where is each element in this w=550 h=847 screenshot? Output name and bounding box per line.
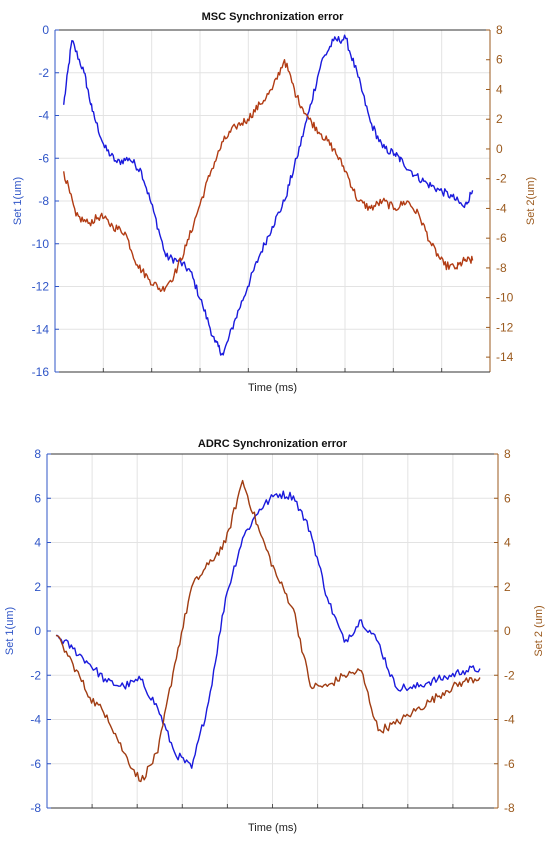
chart-2: 8 6 4 2 0 -2 -4 -6 -8 8 6 4 2 0 -2 -4 -6 -8 ADRC Synchroni… — [4, 438, 545, 834]
left-tick-label: 0 — [34, 624, 41, 638]
right-tick-label: 6 — [504, 491, 511, 505]
left-tick-label: -10 — [32, 237, 50, 251]
right-tick-label: 8 — [504, 447, 511, 461]
left-tick-label: 2 — [34, 580, 41, 594]
right-tick-label: -2 — [504, 668, 515, 682]
right-tick-label: -10 — [496, 291, 514, 305]
left-tick-label: -2 — [30, 668, 41, 682]
left-tick-label: 4 — [34, 536, 41, 550]
right-y-axis-label: Set 2(um) — [525, 177, 537, 225]
left-tick-label: -6 — [30, 757, 41, 771]
series-line-set-2 — [55, 479, 481, 783]
right-y-axis-label: Set 2 (um) — [533, 605, 545, 656]
left-tick-label: 8 — [34, 447, 41, 461]
right-tick-label: -6 — [504, 757, 515, 771]
x-axis-label: Time (ms) — [248, 822, 297, 834]
right-tick-label: -12 — [496, 320, 514, 334]
left-tick-label: -14 — [32, 322, 50, 336]
chart-1: 0 -2 -4 -6 -8 -10 -12 -14 -16 8 6 4 2 0 -2 -4 -6 -8 -10 -12… — [12, 11, 537, 394]
left-tick-label: -8 — [30, 801, 41, 815]
left-tick-label: 6 — [34, 491, 41, 505]
right-tick-label: 4 — [496, 82, 503, 96]
right-tick-label: -2 — [496, 172, 507, 186]
left-tick-label: -8 — [38, 194, 49, 208]
series-line-set-1 — [55, 490, 481, 769]
left-tick-label: -16 — [32, 365, 50, 379]
chart-title: ADRC Synchronization error — [198, 438, 348, 450]
chart-title: MSC Synchronization error — [202, 11, 345, 23]
right-tick-label: 2 — [496, 112, 503, 126]
left-tick-label: -12 — [32, 280, 50, 294]
right-tick-label: -8 — [504, 801, 515, 815]
series-line-set-1 — [63, 34, 474, 356]
left-y-axis-label: Set 1(um) — [12, 177, 24, 225]
right-tick-label: -8 — [496, 261, 507, 275]
right-tick-label: -4 — [504, 713, 515, 727]
left-tick-label: -4 — [30, 713, 41, 727]
left-tick-label: 0 — [42, 23, 49, 37]
right-tick-label: 4 — [504, 536, 511, 550]
left-tick-label: -2 — [38, 66, 49, 80]
right-tick-label: -6 — [496, 231, 507, 245]
left-y-axis-label: Set 1(um) — [4, 607, 16, 655]
left-tick-label: -4 — [38, 109, 49, 123]
left-tick-label: -6 — [38, 151, 49, 165]
right-tick-label: 0 — [504, 624, 511, 638]
right-tick-label: 2 — [504, 580, 511, 594]
right-tick-label: 6 — [496, 53, 503, 67]
right-tick-label: 8 — [496, 23, 503, 37]
right-tick-label: -14 — [496, 350, 514, 364]
series-line-set-2 — [63, 59, 474, 293]
x-axis-label: Time (ms) — [248, 382, 297, 394]
right-tick-label: -4 — [496, 201, 507, 215]
right-tick-label: 0 — [496, 142, 503, 156]
